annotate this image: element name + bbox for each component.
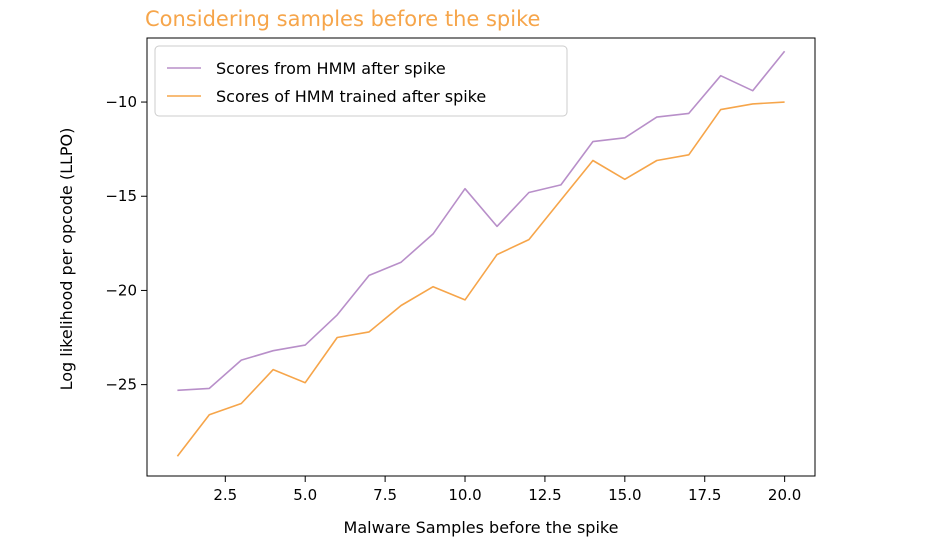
legend: Scores from HMM after spike Scores of HMM…	[154, 45, 568, 117]
y-tick-label: −15	[105, 187, 137, 205]
series-line-1	[177, 50, 786, 392]
x-tick-label: 10.0	[448, 486, 481, 504]
y-axis-label: Log likelihood per opcode (LLPO)	[57, 128, 76, 391]
x-tick-label: 5.0	[293, 486, 317, 504]
x-axis-label: Malware Samples before the spike	[344, 518, 619, 537]
y-tick-label: −10	[105, 93, 137, 111]
x-tick-label: 12.5	[528, 486, 561, 504]
plot-frame	[146, 37, 816, 477]
plot-area	[146, 37, 816, 477]
series-layer	[176, 50, 786, 457]
x-tick-label: 7.5	[373, 486, 397, 504]
y-tick-label: −20	[105, 281, 137, 299]
x-tick-label: 17.5	[688, 486, 721, 504]
x-tick-label: 15.0	[608, 486, 641, 504]
x-axis: 2.5 5.0 7.5 10.0 12.5 15.0 17.5 20.0	[213, 476, 801, 504]
chart-title: Considering samples before the spike	[145, 7, 540, 31]
series-line-2	[176, 101, 785, 457]
legend-entry-label: Scores from HMM after spike	[216, 59, 446, 78]
y-axis: −25 −20 −15 −10	[105, 93, 147, 394]
x-tick-label: 20.0	[768, 486, 801, 504]
x-tick-label: 2.5	[213, 486, 237, 504]
y-tick-label: −25	[105, 376, 137, 394]
legend-box	[154, 45, 568, 117]
legend-entry-label: Scores of HMM trained after spike	[216, 87, 486, 106]
